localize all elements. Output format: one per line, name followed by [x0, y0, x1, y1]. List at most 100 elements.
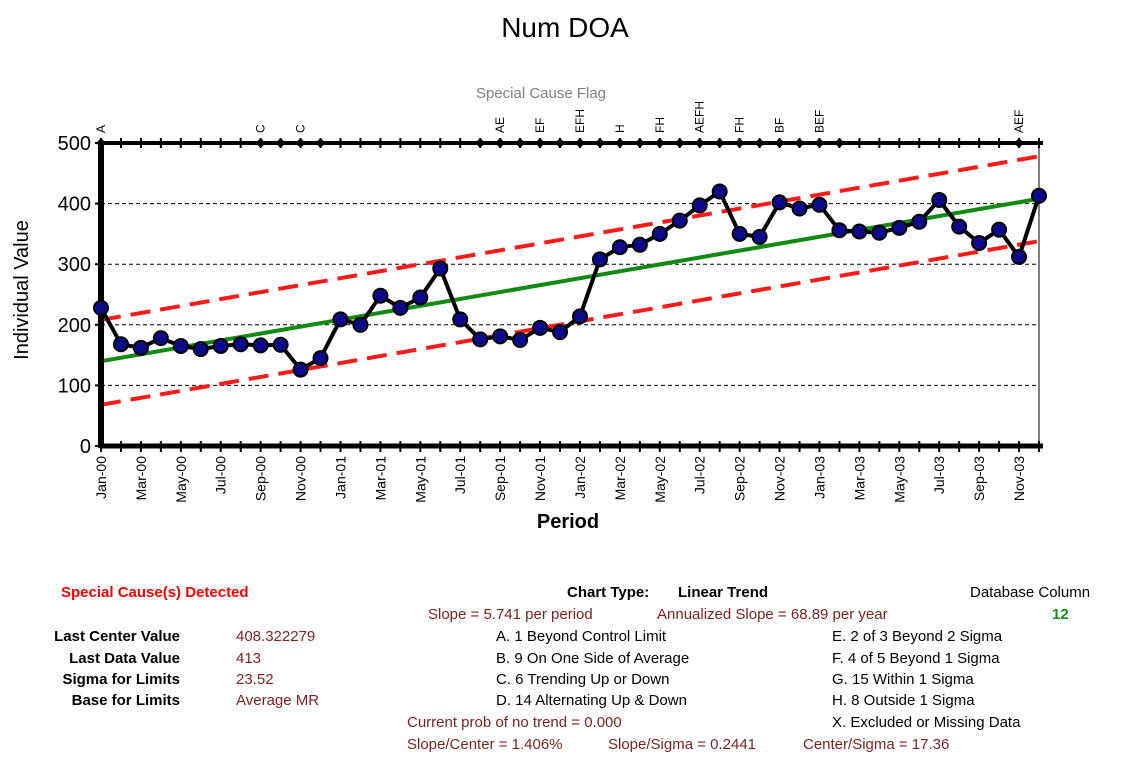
flag-marker [1014, 138, 1025, 148]
stat-label: Last Center Value [54, 628, 180, 645]
data-point [492, 328, 509, 345]
flag-marker [654, 138, 665, 148]
data-point [472, 331, 489, 348]
data-point [212, 338, 229, 355]
stat-label: Base for Limits [71, 692, 180, 709]
data-point [871, 224, 888, 241]
data-point [631, 236, 648, 253]
flag-marker [96, 138, 106, 148]
data-point [392, 299, 409, 316]
data-point [152, 330, 169, 347]
flag-marker [535, 138, 546, 148]
center-sigma: Center/Sigma = 17.36 [803, 736, 950, 753]
data-point [412, 289, 429, 306]
x-tick-label: Jan-03 [811, 456, 827, 499]
rule-item: F. 4 of 5 Beyond 1 Sigma [832, 650, 1000, 667]
data-point [372, 287, 389, 304]
data-point [452, 311, 469, 328]
flag-marker [475, 138, 486, 148]
flag-label: AE [493, 117, 507, 133]
data-point [172, 338, 189, 355]
y-axis-label: Individual Value [11, 220, 33, 360]
flag-marker [734, 138, 745, 148]
x-tick-label: Jan-00 [93, 456, 109, 499]
chart-title: Num DOA [501, 12, 629, 43]
flag-label: AEF [1012, 110, 1026, 133]
flag-marker [754, 138, 765, 148]
data-point [332, 311, 349, 328]
flag-label: FH [653, 117, 667, 133]
x-tick-label: Jan-01 [332, 456, 348, 499]
special-cause-detected: Special Cause(s) Detected [61, 584, 249, 601]
data-point [292, 361, 309, 378]
special-cause-flag-title: Special Cause Flag [476, 85, 606, 102]
data-point [591, 251, 608, 268]
x-tick-label: Jul-03 [931, 456, 947, 494]
flag-marker [594, 138, 605, 148]
x-tick-label: Mar-02 [612, 456, 628, 501]
database-column-value: 12 [1052, 606, 1069, 623]
x-tick-label: Mar-03 [851, 456, 867, 501]
x-tick-label: Mar-00 [133, 456, 149, 501]
upper-control-limit [100, 154, 1040, 322]
slope-text: Slope = 5.741 per period [428, 606, 593, 623]
flag-label: H [613, 124, 627, 133]
flag-label: FH [733, 117, 747, 133]
data-point [831, 222, 848, 239]
data-point [751, 228, 768, 245]
rule-item: H. 8 Outside 1 Sigma [832, 692, 975, 709]
lower-control-limit [100, 239, 1040, 407]
data-point [771, 194, 788, 211]
y-tick-label: 200 [58, 315, 91, 337]
x-tick-label: Sep-00 [253, 456, 269, 501]
data-point [252, 337, 269, 354]
x-tick-label: Sep-02 [732, 456, 748, 501]
data-point [93, 299, 109, 316]
data-point [951, 218, 968, 235]
slope-center: Slope/Center = 1.406% [407, 736, 563, 753]
x-tick-label: Jan-02 [572, 456, 588, 499]
flag-marker [255, 138, 266, 148]
flag-label: C [294, 124, 308, 133]
x-tick-label: May-01 [412, 456, 428, 503]
data-point [971, 234, 988, 251]
x-tick-label: Mar-01 [372, 456, 388, 501]
flag-marker [275, 138, 286, 148]
data-point [1031, 187, 1047, 204]
data-point [651, 225, 668, 242]
flag-marker [774, 138, 785, 148]
rule-item: C. 6 Trending Up or Down [496, 671, 670, 688]
data-point [192, 341, 209, 358]
x-tick-label: Jul-00 [213, 456, 229, 494]
rule-item: A. 1 Beyond Control Limit [496, 628, 667, 645]
y-tick-label: 300 [58, 254, 91, 276]
stat-value: 408.322279 [236, 628, 316, 645]
data-point [512, 331, 529, 348]
x-tick-label: Jul-02 [692, 456, 708, 494]
data-point [571, 308, 588, 325]
data-point [611, 239, 628, 256]
flag-marker [515, 138, 526, 148]
x-tick-label: Nov-01 [532, 456, 548, 501]
data-point [991, 221, 1008, 238]
stat-value: Average MR [236, 692, 320, 709]
x-tick-label: May-00 [173, 456, 189, 503]
annualized-slope-text: Annualized Slope = 68.89 per year [657, 606, 888, 623]
rule-item: D. 14 Alternating Up & Down [496, 692, 687, 709]
flag-label: C [254, 124, 268, 133]
data-point [811, 196, 828, 213]
x-tick-label: Nov-03 [1011, 456, 1027, 501]
flag-marker [714, 138, 725, 148]
flag-marker [674, 138, 685, 148]
flag-marker [694, 138, 705, 148]
data-point [671, 212, 688, 229]
flag-marker [295, 138, 306, 148]
x-tick-label: May-03 [891, 456, 907, 503]
data-point [711, 183, 728, 200]
flag-marker [315, 138, 326, 148]
x-axis-label: Period [537, 511, 599, 533]
flag-label: AEFH [693, 101, 707, 133]
control-chart: Num DOA Special Cause Flag Individual Va… [11, 12, 1047, 533]
x-tick-label: May-02 [652, 456, 668, 503]
flag-marker [574, 138, 585, 148]
